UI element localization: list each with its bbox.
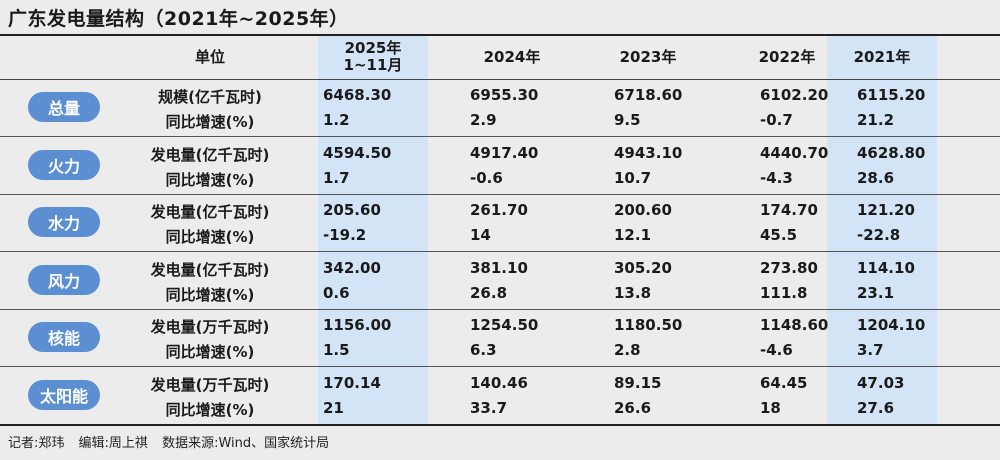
table-cell: 26.6 [614,399,652,417]
table-cell: 1156.00 [323,316,392,335]
table-cell: 381.10 [470,258,528,277]
table-cell: 64.45 [760,374,808,392]
row-label: 同比增速(%) [165,285,255,304]
table-cell: 0.6 [323,283,350,302]
table-cell: 1254.50 [470,316,539,335]
table-group: 火力 发电量(亿千瓦时) 4594.50 4917.40 4943.10 4440.70 4… [0,138,1000,195]
table-cell: 1.2 [323,111,350,129]
table-cell: 6102.20 [760,86,829,104]
row-label: 发电量(亿千瓦时) [150,203,270,222]
table-cell: 114.10 [857,258,915,277]
row-label: 发电量(亿千瓦时) [150,260,270,279]
table-cell: 14 [470,226,491,245]
table-cell: 305.20 [614,258,672,277]
table-cell: 1.5 [323,341,350,360]
table-cell: 9.5 [614,111,641,129]
row-label: 同比增速(%) [165,228,255,247]
year-header: 2025年 1~11月 [343,39,403,74]
table-cell: 342.00 [323,258,381,277]
table-cell: 4628.80 [857,143,926,162]
table-cell: 6115.20 [857,86,926,104]
row-label: 规模(亿千瓦时) [158,88,262,106]
table-cell: -4.3 [760,168,793,187]
row-label: 发电量(万千瓦时) [150,376,270,394]
table-cell: 6468.30 [323,86,392,104]
category-badge: 风力 [28,264,100,295]
data-table: 单位 2025年 1~11月 2024年 2023年 2022年 2021年 总量 规模(… [0,34,1000,426]
table-cell: 10.7 [614,168,652,187]
category-badge: 火力 [28,149,100,180]
table-cell: -19.2 [323,226,367,245]
table-cell: 140.46 [470,374,528,392]
year-header: 2023年 [619,47,677,66]
table-cell: 111.8 [760,283,808,302]
table-cell: 2.8 [614,341,641,360]
year-header: 2021年 [853,47,911,66]
table-cell: -0.7 [760,111,793,129]
unit-header: 单位 [194,47,225,66]
table-cell: 4594.50 [323,143,392,162]
page-title: 广东发电量结构（2021年~2025年） [8,8,349,30]
category-badge: 水力 [28,207,100,238]
footer-credits: 记者:郑玮 编辑:周上祺 数据来源:Wind、国家统计局 [8,432,339,451]
row-label: 发电量(万千瓦时) [150,318,270,337]
category-badge: 核能 [28,322,100,353]
table-cell: 261.70 [470,201,528,220]
table-cell: -0.6 [470,168,503,187]
highlight-column-2021 [827,36,937,424]
table-cell: 33.7 [470,399,508,417]
table-cell: 1180.50 [614,316,683,335]
table-cell: 23.1 [857,283,895,302]
table-cell: 13.8 [614,283,652,302]
table-cell: 121.20 [857,201,915,220]
category-badge: 总量 [28,92,100,122]
table-cell: 6718.60 [614,86,683,104]
table-cell: 12.1 [614,226,652,245]
table-group: 太阳能 发电量(万千瓦时) 170.14 140.46 89.15 64.45 47.03 同… [0,368,1000,425]
year-header: 2022年 [758,47,816,66]
category-badge: 太阳能 [28,380,100,410]
editor-credit: 编辑:周上祺 [78,436,148,451]
table-cell: 174.70 [760,201,818,220]
table-cell: -22.8 [857,226,901,245]
row-label: 同比增速(%) [165,401,255,419]
table-group: 水力 发电量(亿千瓦时) 205.60 261.70 200.60 174.70 121.2… [0,195,1000,253]
table-group: 核能 发电量(万千瓦时) 1156.00 1254.50 1180.50 1148.60 1… [0,310,1000,368]
table-cell: 47.03 [857,374,905,392]
table-cell: 205.60 [323,201,381,220]
row-label: 发电量(亿千瓦时) [150,145,270,164]
row-label: 同比增速(%) [165,170,255,189]
table-header: 单位 2025年 1~11月 2024年 2023年 2022年 2021年 [0,36,1000,80]
table-cell: 21.2 [857,111,895,129]
year-header: 2024年 [483,47,541,66]
table-cell: 27.6 [857,399,895,417]
table-cell: 1148.60 [760,316,829,335]
highlight-column-2025 [318,36,428,424]
table-cell: 28.6 [857,168,895,187]
table-cell: 170.14 [323,374,381,392]
row-label: 同比增速(%) [165,113,255,131]
table-cell: 6.3 [470,341,497,360]
reporter-credit: 记者:郑玮 [8,436,65,451]
data-source: 数据来源:Wind、国家统计局 [162,436,330,451]
table-cell: 45.5 [760,226,798,245]
table-cell: 6955.30 [470,86,539,104]
table-cell: 26.8 [470,283,508,302]
table-group: 总量 规模(亿千瓦时) 6468.30 6955.30 6718.60 6102.20 61… [0,80,1000,137]
table-cell: 89.15 [614,374,662,392]
table-cell: 2.9 [470,111,497,129]
table-cell: -4.6 [760,341,793,360]
table-cell: 200.60 [614,201,672,220]
table-cell: 1.7 [323,168,350,187]
table-cell: 4917.40 [470,143,539,162]
table-cell: 21 [323,399,344,417]
table-cell: 3.7 [857,341,884,360]
row-label: 同比增速(%) [165,343,255,362]
table-cell: 273.80 [760,258,818,277]
table-cell: 4440.70 [760,143,829,162]
table-cell: 18 [760,399,781,417]
table-cell: 1204.10 [857,316,926,335]
table-cell: 4943.10 [614,143,683,162]
table-group: 风力 发电量(亿千瓦时) 342.00 381.10 305.20 273.80 114.1… [0,253,1000,310]
